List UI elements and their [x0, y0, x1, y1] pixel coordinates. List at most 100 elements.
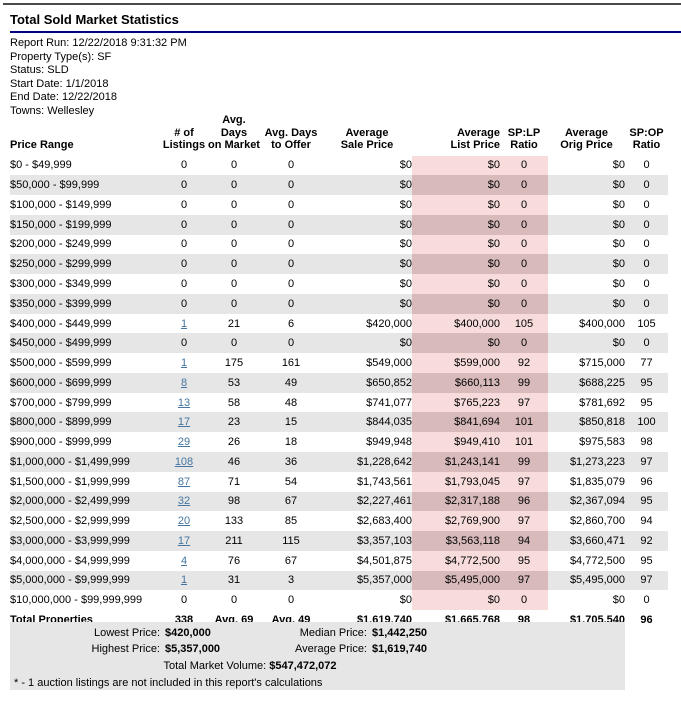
table-row: $150,000 - $199,999 0 0 0 $0 $0 0 $0 0: [10, 214, 668, 235]
table-row: $3,000,000 - $3,999,999 17 211 115 $3,357,10…: [10, 531, 668, 551]
days-on-market-cell: 23: [227, 416, 241, 429]
days-on-market-cell: 71: [227, 475, 241, 488]
stats-table: Price Range # of Listings Avg. Days on M…: [10, 114, 668, 630]
avg-sale-price-cell: $5,357,000: [356, 574, 412, 587]
sp-op-ratio-cell: 96: [640, 475, 653, 488]
days-to-offer-cell: 161: [281, 357, 301, 370]
avg-sale-price-cell: $1,743,561: [356, 475, 412, 488]
listings-count-link[interactable]: 4: [180, 554, 188, 567]
listings-count-link[interactable]: 87: [177, 475, 191, 488]
col-header-sp-op-ratio: SP:OP Ratio: [629, 126, 664, 152]
listings-count-link[interactable]: 108: [174, 455, 194, 468]
col-header-price-range: Price Range: [10, 139, 74, 151]
col-header-days-on-market: Avg. Days on Market: [208, 114, 260, 151]
summary-row-1: Lowest Price: $420,000 Median Price: $1,…: [10, 625, 625, 641]
sp-lp-ratio-cell: 0: [500, 333, 548, 354]
avg-list-price-cell: $1,243,141: [412, 451, 500, 472]
status-line: Status: SLD: [10, 64, 69, 77]
avg-list-price-cell: $765,223: [412, 392, 500, 413]
avg-list-price-cell: $0: [412, 195, 500, 215]
listings-count-link[interactable]: 8: [180, 376, 188, 389]
avg-sale-price-cell: $0: [399, 198, 412, 211]
sp-op-ratio-cell: 0: [643, 337, 650, 350]
days-to-offer-cell: 85: [284, 515, 298, 528]
property-type-line: Property Type(s): SF: [10, 50, 112, 63]
listings-count-link[interactable]: 20: [177, 515, 191, 528]
avg-list-price-cell: $2,317,188: [412, 491, 500, 512]
sp-lp-ratio-cell: 0: [500, 214, 548, 235]
avg-list-price-cell: $0: [412, 293, 500, 314]
price-range-cell: $600,000 - $699,999: [10, 376, 112, 389]
listings-count-link[interactable]: 17: [177, 534, 191, 547]
price-range-cell: $700,000 - $799,999: [10, 396, 112, 409]
table-row: $100,000 - $149,999 0 0 0 $0 $0 0 $0 0: [10, 195, 668, 215]
avg-sale-price-cell: $3,357,103: [356, 534, 412, 547]
sp-lp-ratio-cell: 97: [500, 511, 548, 532]
days-on-market-cell: 76: [227, 554, 241, 567]
listings-count-cell: 0: [180, 218, 188, 231]
days-on-market-cell: 0: [230, 277, 238, 290]
sp-lp-ratio-cell: 105: [500, 313, 548, 334]
price-range-cell: $900,000 - $999,999: [10, 436, 112, 449]
col-header-avg-list-price: Average List Price: [450, 126, 500, 152]
listings-count-cell: 0: [180, 594, 188, 607]
table-row: $1,500,000 - $1,999,999 87 71 54 $1,743,561 $…: [10, 471, 668, 492]
avg-orig-price-cell: $0: [612, 198, 625, 211]
sp-lp-ratio-cell: 0: [500, 234, 548, 255]
col-header-listings: # of Listings: [162, 126, 206, 152]
avg-orig-price-cell: $5,495,000: [569, 574, 625, 587]
listings-count-link[interactable]: 32: [177, 495, 191, 508]
sp-op-ratio-cell: 92: [640, 534, 653, 547]
listings-count-cell: 20: [160, 511, 208, 531]
avg-sale-price-cell: $549,000: [366, 357, 412, 370]
table-row: $900,000 - $999,999 29 26 18 $949,948 $949,41…: [10, 432, 668, 452]
price-range-cell: $1,000,000 - $1,499,999: [10, 455, 130, 468]
listings-count-cell: 1: [160, 571, 208, 591]
table-row: $450,000 - $499,999 0 0 0 $0 $0 0 $0 0: [10, 333, 668, 354]
total-market-volume-value: $547,472,072: [269, 660, 337, 672]
sp-lp-ratio-cell: 94: [500, 531, 548, 551]
sp-op-ratio-cell: 95: [640, 376, 653, 389]
sp-op-ratio-cell: 95: [640, 495, 653, 508]
listings-count-link[interactable]: 1: [180, 574, 188, 587]
avg-sale-price-cell: $0: [399, 594, 412, 607]
listings-count-link[interactable]: 17: [177, 416, 191, 429]
price-range-cell: $200,000 - $249,999: [10, 238, 112, 251]
days-to-offer-cell: 49: [284, 376, 298, 389]
report-run-line: Report Run: 12/22/2018 9:31:32 PM: [10, 37, 187, 49]
days-to-offer-cell: 54: [284, 475, 298, 488]
table-header-row: Price Range # of Listings Avg. Days on M…: [10, 114, 668, 156]
col-header-days-to-offer: Avg. Days to Offer: [264, 126, 318, 152]
table-row: $600,000 - $699,999 8 53 49 $650,852 $660,113…: [10, 372, 668, 393]
price-range-cell: $400,000 - $449,999: [10, 317, 112, 330]
sp-op-ratio-cell: 0: [643, 297, 650, 310]
table-row: $5,000,000 - $9,999,999 1 31 3 $5,357,000 $5,…: [10, 570, 668, 591]
listings-count-cell: 0: [180, 198, 188, 211]
days-on-market-cell: 0: [230, 179, 238, 192]
days-on-market-cell: 0: [230, 198, 238, 211]
listings-count-cell: 17: [160, 412, 208, 432]
table-row: $250,000 - $299,999 0 0 0 $0 $0 0 $0 0: [10, 254, 668, 275]
avg-list-price-cell: $599,000: [412, 353, 500, 373]
avg-sale-price-cell: $949,948: [366, 436, 412, 449]
listings-count-link[interactable]: 13: [177, 396, 191, 409]
days-on-market-cell: 0: [230, 297, 238, 310]
days-on-market-cell: 0: [230, 238, 238, 251]
avg-sale-price-cell: $0: [399, 337, 412, 350]
listings-count-link[interactable]: 1: [180, 357, 188, 370]
sp-lp-ratio-cell: 97: [500, 570, 548, 591]
lowest-price-value: $420,000: [165, 627, 211, 639]
avg-sale-price-cell: $0: [399, 218, 412, 231]
listings-count-link[interactable]: 29: [177, 436, 191, 449]
avg-list-price-cell: $3,563,118: [412, 531, 500, 551]
sp-op-ratio-cell: 105: [637, 317, 656, 330]
listings-count-link[interactable]: 1: [180, 317, 188, 330]
sp-op-ratio-cell: 0: [643, 238, 650, 251]
table-row: $300,000 - $349,999 0 0 0 $0 $0 0 $0 0: [10, 274, 668, 294]
avg-sale-price-cell: $650,852: [366, 376, 412, 389]
col-header-avg-orig-price: Average Orig Price: [560, 126, 613, 152]
avg-list-price-cell: $0: [412, 590, 500, 611]
table-row: $700,000 - $799,999 13 58 48 $741,077 $765,22…: [10, 392, 668, 413]
days-on-market-cell: 46: [227, 455, 241, 468]
table-row: $0 - $49,999 0 0 0 $0 $0 0 $0 0: [10, 155, 668, 176]
